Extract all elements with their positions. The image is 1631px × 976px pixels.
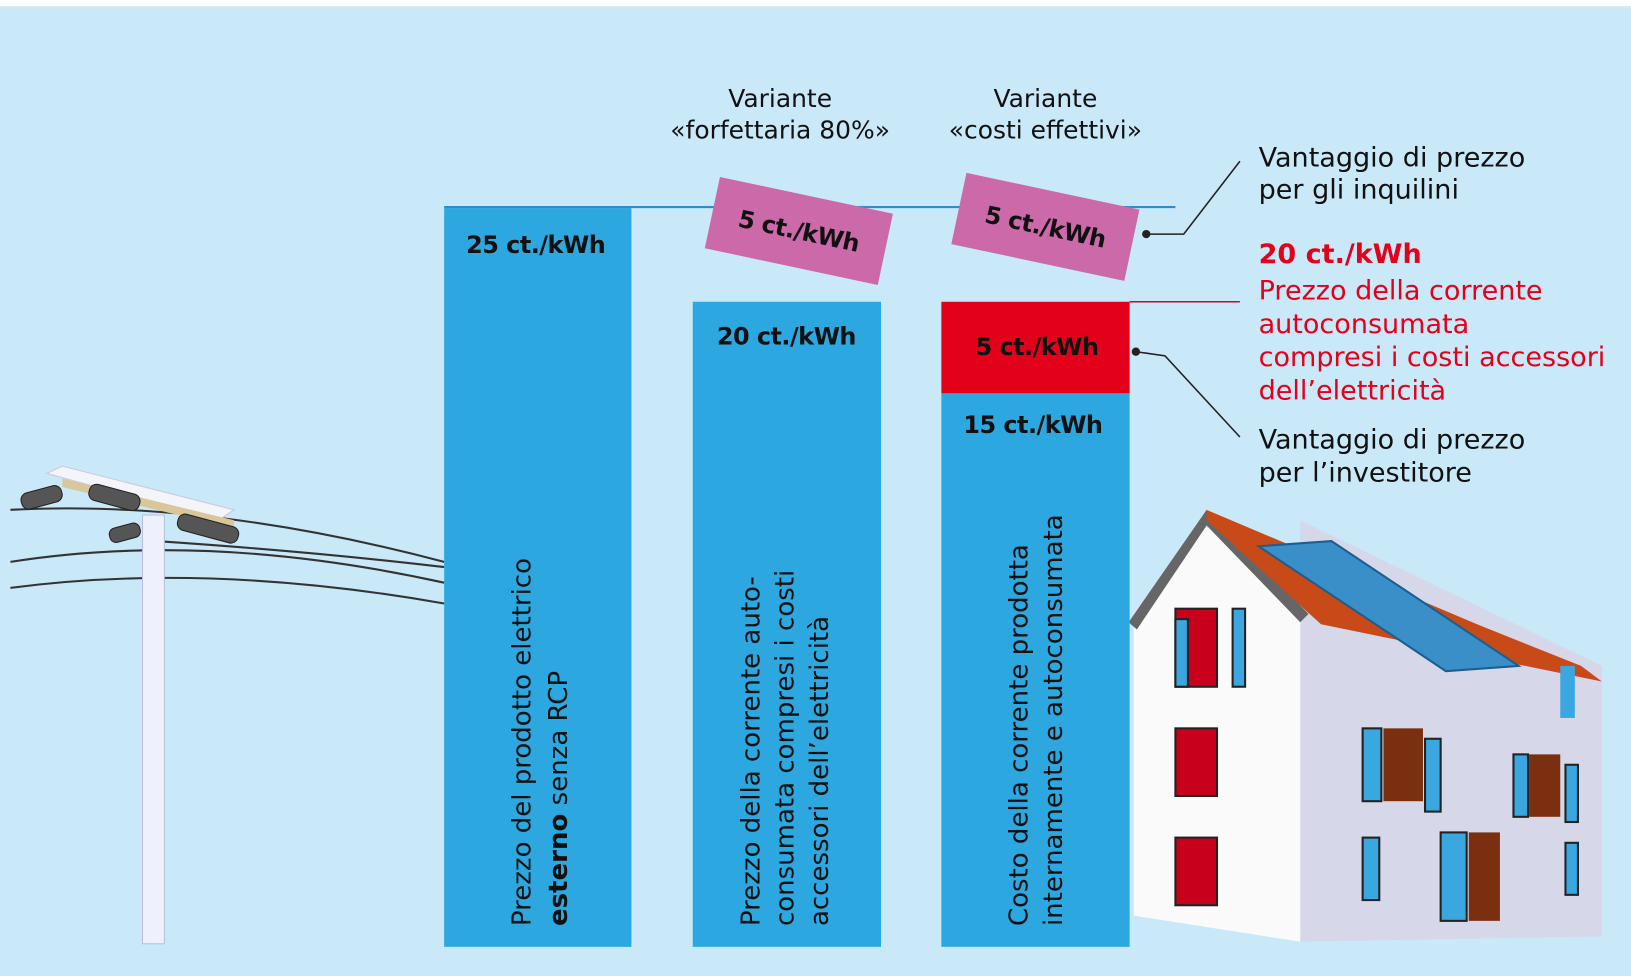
tilted-box: 5 ct./kWh [951,172,1140,281]
value-label: 5 ct./kWh [976,333,1099,361]
annotation: per l’investitore [1259,458,1472,489]
value-label: 20 ct./kWh [717,322,856,350]
value-label: 25 ct./kWh [466,231,605,259]
bar-caption: senza RCP [544,671,574,805]
annotation: compresi i costi accessori [1259,342,1606,373]
bar-caption: Prezzo del prodotto elettrico [507,558,537,926]
header: «costi effettivi» [949,115,1142,144]
bar [444,208,632,947]
power-pole [10,465,445,945]
house [1128,509,1602,942]
annotation: Vantaggio di prezzo [1259,142,1526,173]
bar-caption: Costo della corrente prodotta [1005,544,1035,926]
annotation: autoconsumata [1259,309,1470,340]
bar-caption: Prezzo della corrente auto- [736,576,766,926]
header: Variante [993,84,1097,113]
tilted-box: 5 ct./kWh [704,176,893,286]
bar-caption: accessori dell’elettricità [805,616,835,926]
value-label: 15 ct./kWh [963,411,1102,439]
annotation: Vantaggio di prezzo [1259,424,1526,455]
bar-caption: internamente e autoconsumata [1039,514,1069,926]
annotation: Prezzo della corrente [1259,276,1543,307]
leader-lines [1129,160,1241,438]
bar-caption: consumata compresi i costi [771,570,801,926]
annotation: dell’elettricità [1259,376,1447,407]
header: «forfettaria 80%» [670,115,890,144]
annotation-value: 20 ct./kWh [1259,239,1422,270]
bar-segment [941,301,1130,394]
annotation: per gli inquilini [1259,175,1459,206]
bar-caption: esterno senza RCP [544,671,574,926]
bar-caption-bold: esterno [544,814,574,926]
bar [941,393,1130,947]
bar [692,301,882,947]
header: Variante [728,84,832,113]
